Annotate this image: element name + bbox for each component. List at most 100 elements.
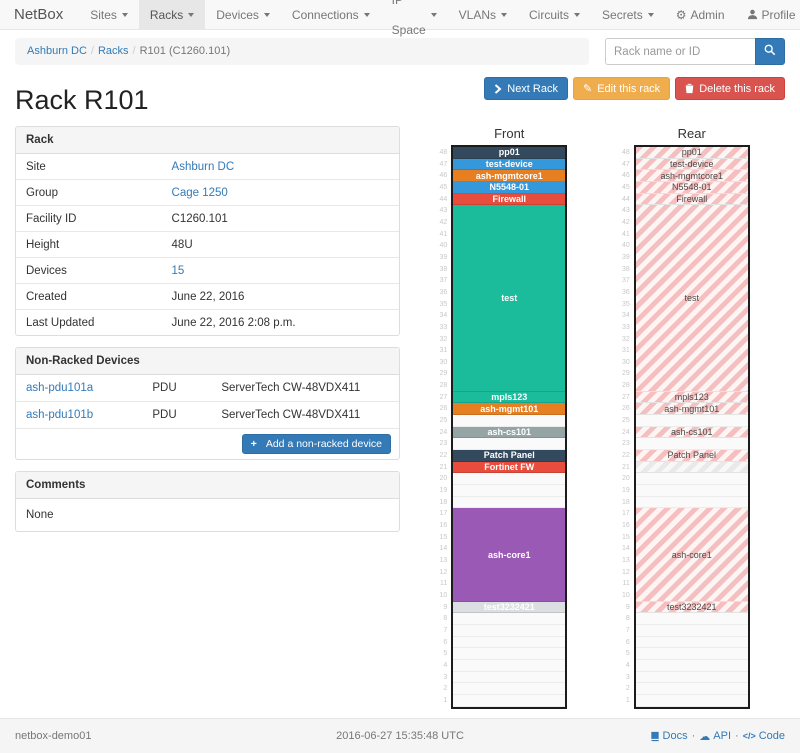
device-label: Patch Panel <box>483 450 535 461</box>
caret-down-icon <box>188 12 195 17</box>
rack-empty-unit <box>453 648 566 660</box>
unit-number: 30 <box>439 358 448 366</box>
unit-number: 39 <box>621 253 630 261</box>
rack-empty-unit <box>453 496 566 509</box>
rack-device-ash-core1[interactable]: ash-core1 <box>453 508 566 602</box>
nav-item-connections[interactable]: Connections <box>281 0 381 29</box>
title-row: Rack R101 Next Rack ✎ Edit this rack Delete… <box>15 77 785 116</box>
rack-device-mpls123[interactable]: mpls123 <box>453 391 566 404</box>
rack-device-ash-mgmtcore1[interactable]: ash-mgmtcore1 <box>635 170 748 182</box>
unit-number: 43 <box>439 207 448 215</box>
attr-value-link[interactable]: 15 <box>171 264 185 277</box>
attr-label: Facility ID <box>26 212 77 225</box>
caret-down-icon <box>647 12 654 17</box>
rack-device-ash-cs101[interactable]: ash-cs101 <box>635 426 748 439</box>
rack-device-n5548-01[interactable]: N5548-01 <box>453 181 566 194</box>
unit-number: 15 <box>621 533 630 541</box>
nav-item-admin[interactable]: ⚙ Admin <box>665 0 736 29</box>
caret-down-icon <box>363 12 370 17</box>
attr-value: June 22, 2016 <box>171 290 245 303</box>
unit-number: 12 <box>621 568 630 576</box>
footer-link-code[interactable]: </> Code <box>742 730 785 742</box>
next-rack-button[interactable]: Next Rack <box>484 77 568 100</box>
device-label: Firewall <box>492 193 526 204</box>
rack-device-fortinet-fw[interactable]: Fortinet FW <box>453 461 566 474</box>
add-non-racked-device-button[interactable]: + Add a non-racked device <box>241 434 391 454</box>
unit-number: 23 <box>439 440 448 448</box>
unit-number: 15 <box>439 533 448 541</box>
nav-item-sites[interactable]: Sites <box>79 0 139 29</box>
rack-device-test3232421[interactable]: test3232421 <box>453 601 566 614</box>
rack-attr-table: Site Ashburn DC Group Cage 1250 Facility ID C… <box>16 154 399 335</box>
device-link[interactable]: ash-pdu101a <box>26 382 94 394</box>
unit-number: 5 <box>443 650 448 658</box>
unit-number: 26 <box>439 405 448 413</box>
search-button[interactable] <box>755 38 785 65</box>
breadcrumb-item[interactable]: Ashburn DC <box>27 45 87 57</box>
device-label: ash-cs101 <box>670 427 713 438</box>
unit-number: 20 <box>621 475 630 483</box>
footer-separator: · <box>735 730 739 742</box>
unit-number: 36 <box>439 288 448 296</box>
unit-number: 19 <box>621 487 630 495</box>
rack-device-test[interactable]: test <box>453 205 566 392</box>
rack-device-pp01[interactable]: pp01 <box>635 147 748 159</box>
rack-empty-unit <box>635 613 748 625</box>
delete-this-rack-button[interactable]: Delete this rack <box>675 77 785 100</box>
netbox-brand[interactable]: NetBox <box>14 6 64 23</box>
rack-device-test-device[interactable]: test-device <box>635 158 748 171</box>
attr-value-link[interactable]: Ashburn DC <box>171 160 235 173</box>
nav-item-racks[interactable]: Racks <box>138 0 206 29</box>
rack-device-mpls123[interactable]: mpls123 <box>635 391 748 404</box>
rack-empty-unit <box>635 659 748 672</box>
rack-device-pp01[interactable]: pp01 <box>453 147 566 159</box>
unit-number: 47 <box>621 160 630 168</box>
rack-device-firewall[interactable]: Firewall <box>453 193 566 206</box>
unit-number: 33 <box>439 323 448 331</box>
device-link[interactable]: ash-pdu101b <box>26 409 94 421</box>
user-icon <box>747 9 758 20</box>
rack-device-ash-mgmt101[interactable]: ash-mgmt101 <box>635 403 748 416</box>
rack-device-ash-core1[interactable]: ash-core1 <box>635 508 748 602</box>
rack-device-ash-mgmt101[interactable]: ash-mgmt101 <box>453 403 566 416</box>
nav-item-profile[interactable]: Profile <box>736 0 800 29</box>
rack-device-ash-mgmtcore1[interactable]: ash-mgmtcore1 <box>453 170 566 182</box>
unit-number: 42 <box>621 218 630 226</box>
nav-item-secrets[interactable]: Secrets <box>591 0 665 29</box>
unit-number: 1 <box>443 696 448 704</box>
unit-number: 35 <box>621 300 630 308</box>
rack-device-patch-panel[interactable]: Patch Panel <box>453 450 566 462</box>
nav-item-vlans[interactable]: VLANs <box>448 0 518 29</box>
breadcrumb-item[interactable]: Racks <box>97 45 129 57</box>
unit-number: 16 <box>621 522 630 529</box>
rack-device-test-device[interactable]: test-device <box>453 158 566 171</box>
unit-number: 24 <box>439 428 448 436</box>
rack-empty-unit <box>453 473 566 486</box>
caret-down-icon <box>121 12 128 17</box>
footer-link-docs[interactable]: Docs <box>650 730 688 742</box>
nav-item-devices[interactable]: Devices <box>205 0 281 29</box>
rack-search-input[interactable] <box>605 38 755 65</box>
rack-device-firewall[interactable]: Firewall <box>635 193 748 206</box>
nav-item-circuits[interactable]: Circuits <box>518 0 591 29</box>
rack-device-patch-panel[interactable]: Patch Panel <box>635 450 748 462</box>
navbar-menu: SitesRacksDevicesConnectionsIP SpaceVLAN… <box>79 0 665 37</box>
rack-device-test[interactable]: test <box>635 205 748 392</box>
unit-number: 43 <box>621 207 630 215</box>
edit-this-rack-button[interactable]: ✎ Edit this rack <box>573 77 671 100</box>
nav-item-ip-space[interactable]: IP Space <box>381 0 448 37</box>
non-racked-title: Non-Racked Devices <box>16 348 399 375</box>
rack-device-n5548-01[interactable]: N5548-01 <box>635 181 748 194</box>
attr-value-link[interactable]: Cage 1250 <box>171 186 228 199</box>
rack-device-ash-cs101[interactable]: ash-cs101 <box>453 426 566 439</box>
device-label: test3232421 <box>666 601 717 612</box>
device-label: ash-core1 <box>671 549 712 560</box>
unit-number: 7 <box>443 626 448 634</box>
rack-empty-unit <box>635 438 748 451</box>
rack-empty-unit <box>453 485 566 497</box>
unit-number: 45 <box>439 183 448 191</box>
unit-number: 44 <box>621 195 630 203</box>
unit-number: 16 <box>439 522 448 529</box>
rack-device-test3232421[interactable]: test3232421 <box>635 601 748 614</box>
footer-link-api[interactable]: ☁ API <box>699 729 732 743</box>
